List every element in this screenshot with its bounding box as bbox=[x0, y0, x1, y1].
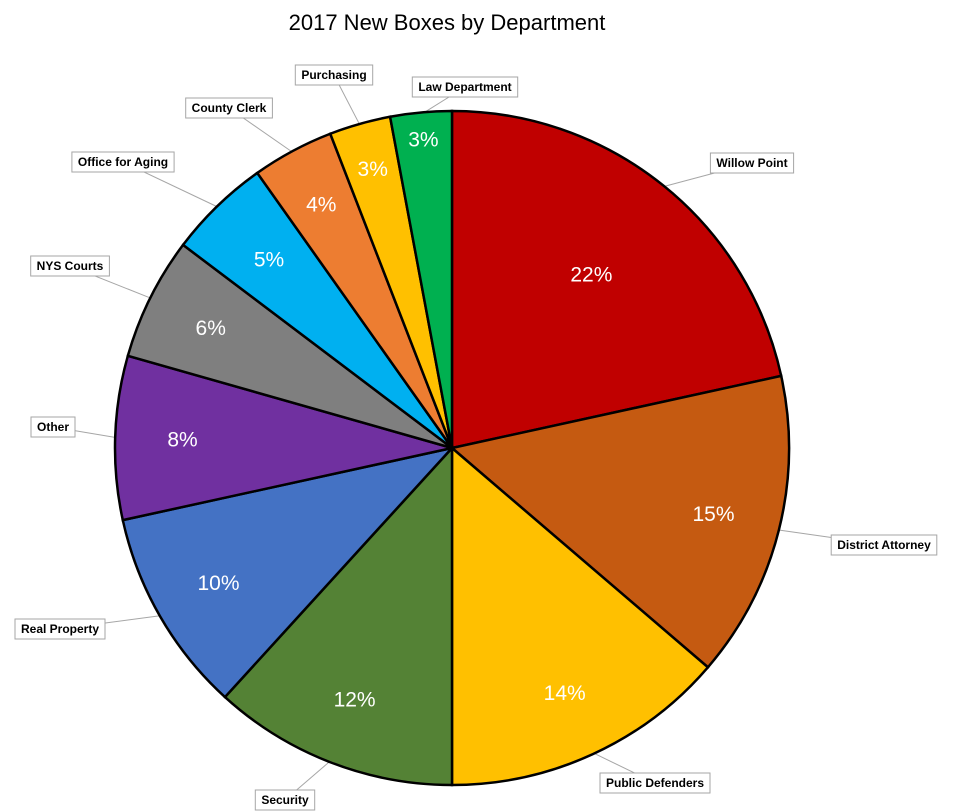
slice-other bbox=[113, 354, 453, 522]
callout-box-purchasing bbox=[294, 64, 374, 86]
callout-box-county-clerk bbox=[185, 97, 273, 119]
callout-box-other bbox=[30, 416, 76, 438]
callout-label-willow-point: Willow Point bbox=[716, 156, 787, 170]
percent-label-other: 8% bbox=[167, 429, 197, 452]
callout-box-office-for-aging bbox=[71, 151, 175, 173]
callout-law-department: Law Department bbox=[411, 76, 519, 98]
category-callouts: Willow Point District Attorney Public Defe… bbox=[14, 64, 938, 811]
callout-box-district-attorney bbox=[830, 534, 938, 556]
slice-security bbox=[223, 444, 454, 787]
slice-district-attorney bbox=[449, 374, 791, 670]
callout-public-defenders: Public Defenders bbox=[599, 772, 711, 794]
callout-box-nys-courts bbox=[30, 255, 110, 277]
callout-label-public-defenders: Public Defenders bbox=[606, 776, 704, 790]
percent-label-purchasing: 3% bbox=[358, 158, 388, 181]
callout-box-public-defenders bbox=[599, 772, 711, 794]
callout-other: Other bbox=[30, 416, 76, 438]
pie-slices bbox=[113, 109, 791, 787]
callout-label-county-clerk: County Clerk bbox=[192, 101, 267, 115]
callout-label-other: Other bbox=[37, 420, 69, 434]
callout-district-attorney: District Attorney bbox=[830, 534, 938, 556]
percent-label-law-department: 3% bbox=[408, 128, 438, 151]
percent-labels: 22% 15% 14% 12% 10% 8% 6% 5% 4% 3% 3% bbox=[167, 128, 734, 711]
callout-label-purchasing: Purchasing bbox=[301, 68, 366, 82]
slice-real-property bbox=[121, 445, 456, 699]
slice-public-defenders bbox=[450, 445, 710, 787]
callout-box-real-property bbox=[14, 618, 106, 640]
callout-county-clerk: County Clerk bbox=[185, 97, 273, 119]
percent-label-district-attorney: 15% bbox=[692, 503, 734, 526]
callout-label-nys-courts: NYS Courts bbox=[37, 259, 104, 273]
callout-willow-point: Willow Point bbox=[709, 152, 795, 174]
callout-label-district-attorney: District Attorney bbox=[837, 538, 931, 552]
callout-real-property: Real Property bbox=[14, 618, 106, 640]
callout-label-real-property: Real Property bbox=[21, 622, 99, 636]
callout-office-for-aging: Office for Aging bbox=[71, 151, 175, 173]
callout-label-office-for-aging: Office for Aging bbox=[78, 155, 168, 169]
callout-security: Security bbox=[254, 789, 316, 811]
percent-label-real-property: 10% bbox=[197, 572, 239, 595]
callout-box-security bbox=[254, 789, 316, 811]
callout-label-law-department: Law Department bbox=[418, 80, 511, 94]
slice-law-department bbox=[388, 109, 454, 449]
callout-label-security: Security bbox=[261, 793, 309, 807]
percent-label-public-defenders: 14% bbox=[544, 682, 586, 705]
percent-label-security: 12% bbox=[334, 688, 376, 711]
percent-label-county-clerk: 4% bbox=[306, 194, 336, 217]
slice-nys-courts bbox=[126, 243, 453, 450]
callout-purchasing: Purchasing bbox=[294, 64, 374, 86]
percent-label-nys-courts: 6% bbox=[196, 317, 226, 340]
chart-title: 2017 New Boxes by Department bbox=[289, 10, 606, 35]
percent-label-office-for-aging: 5% bbox=[254, 248, 284, 271]
percent-label-willow-point: 22% bbox=[570, 264, 612, 287]
callout-box-law-department bbox=[411, 76, 519, 98]
callout-box-willow-point bbox=[709, 152, 795, 174]
slice-willow-point bbox=[450, 109, 783, 450]
callout-nys-courts: NYS Courts bbox=[30, 255, 110, 277]
